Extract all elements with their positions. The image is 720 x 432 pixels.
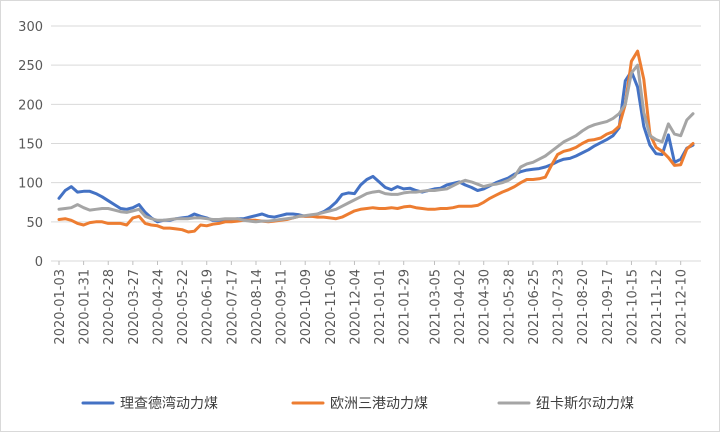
x-tick-label: 2020-06-19 [201,269,216,345]
y-tick-label: 100 [18,177,43,192]
series-line-1 [57,49,695,234]
x-tick-label: 2020-08-14 [250,269,265,345]
x-tick-label: 2021-09-17 [601,269,616,345]
x-tick-label: 2021-07-23 [552,269,567,345]
x-tick-label: 2021-08-20 [576,269,591,345]
x-tick-label: 2021-01-01 [373,269,388,345]
y-axis: 0 50 100 150 200 250 300 [18,20,43,270]
x-tick-label: 2020-02-28 [102,269,117,345]
legend-label-0: 理查德湾动力煤 [120,395,218,412]
series-line-0 [57,69,695,224]
x-tick-label: 2020-12-04 [348,269,363,345]
x-tick-label: 2020-07-17 [225,269,240,345]
x-tick-label: 2021-03-05 [428,269,443,345]
x-tick-label: 2020-01-03 [53,269,68,345]
series-line-2 [57,63,695,224]
legend-label-1: 欧洲三港动力煤 [330,396,428,412]
x-tick-label: 2021-04-02 [453,269,468,345]
x-tick-label: 2020-04-24 [151,269,166,345]
y-tick-label: 50 [26,216,43,231]
x-tick-label: 2021-12-10 [675,269,690,345]
x-tick-label: 2021-04-30 [478,269,493,345]
x-tick-label: 2020-10-09 [299,269,314,345]
y-tick-label: 0 [35,255,43,270]
x-tick-label: 2020-11-06 [324,269,339,345]
legend-label-2: 纽卡斯尔动力煤 [536,396,634,412]
y-tick-label: 200 [18,98,43,113]
x-tick-label: 2021-06-25 [527,269,542,345]
legend: 理查德湾动力煤 欧洲三港动力煤 纽卡斯尔动力煤 [81,395,634,412]
x-tick-label: 2020-01-31 [78,269,93,345]
x-tick-label: 2021-05-28 [502,269,517,345]
x-tick-label: 2021-11-12 [650,269,665,345]
y-tick-label: 300 [18,20,43,35]
x-tick-label: 2020-09-11 [275,269,290,345]
x-tick-label: 2020-03-27 [127,269,142,345]
y-tick-label: 250 [18,59,43,74]
y-tick-label: 150 [18,138,43,153]
x-axis: 2020-01-03 2020-01-31 2020-02-28 2020-03-27… [53,261,690,345]
x-tick-label: 2021-10-15 [625,269,640,345]
x-tick-label: 2021-01-29 [398,269,413,345]
x-tick-label: 2020-05-22 [176,269,191,345]
series-lines [57,49,695,234]
